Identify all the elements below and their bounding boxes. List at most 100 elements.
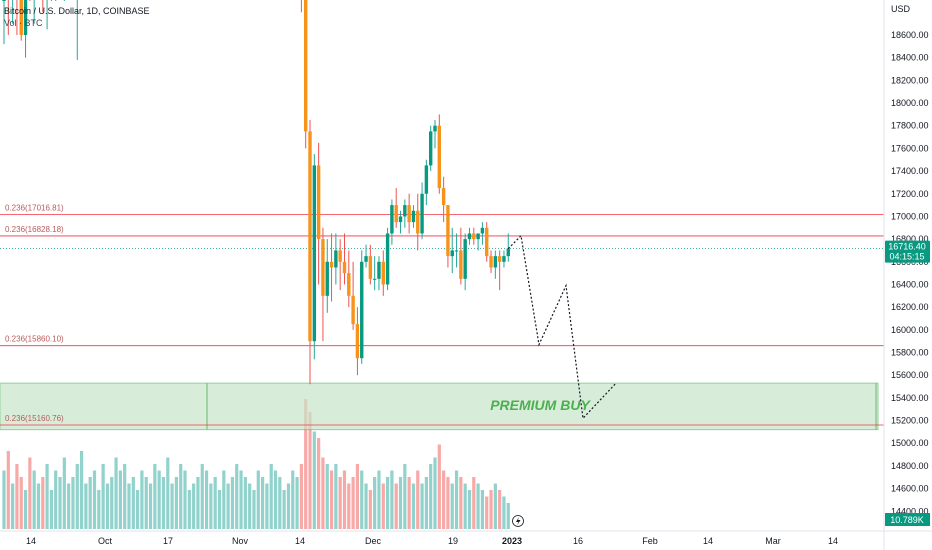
lightning-glyph-icon [516, 517, 521, 526]
volume-bar [286, 483, 291, 529]
volume-bar [411, 483, 416, 529]
volume-bar [446, 477, 450, 529]
x-tick-label: 2023 [502, 536, 522, 546]
candle-body [424, 165, 429, 194]
candle-body [433, 125, 437, 132]
fib-label: 0.236(15860.10) [5, 335, 64, 344]
y-tick-label: 18600.00 [891, 30, 929, 40]
candle-body [368, 256, 373, 279]
volume-bar [118, 470, 122, 529]
candle-body [2, 0, 6, 1]
fib-label: 0.236(17016.81) [5, 204, 64, 213]
volume-bar [329, 470, 334, 529]
volume-bar [196, 477, 200, 529]
candle-body [385, 233, 390, 285]
volume-bar [472, 477, 476, 529]
candle-body [355, 324, 360, 359]
volume-bar [183, 470, 187, 529]
volume-bar [506, 503, 510, 529]
premium-buy-zone[interactable] [0, 382, 879, 431]
volume-bar [187, 490, 191, 529]
volume-bar [131, 477, 135, 529]
y-tick-label: 16800.00 [891, 234, 929, 244]
volume-bar [67, 483, 71, 529]
candle-body [506, 248, 510, 257]
volume-bar [312, 431, 316, 529]
candle-body [420, 193, 424, 234]
volume-bar [239, 470, 243, 529]
volume-bar [101, 464, 105, 529]
volume-bar [295, 477, 299, 529]
volume-bar [334, 464, 338, 529]
volume-bar [282, 490, 286, 529]
volume-bar [261, 477, 265, 529]
volume-bar [243, 477, 247, 529]
volume-bar [49, 490, 54, 529]
x-tick-label: 16 [573, 536, 583, 546]
volume-bar [450, 483, 454, 529]
candle-body [329, 261, 334, 268]
candle-body [23, 0, 28, 35]
y-tick-label: 17400.00 [891, 166, 929, 176]
volume-bar [235, 464, 239, 529]
volume-bar [403, 464, 407, 529]
y-tick-label: 14400.00 [891, 506, 929, 516]
y-tick-label: 18200.00 [891, 75, 929, 85]
volume-bar [321, 457, 325, 529]
volume-bar [463, 483, 467, 529]
volume-bar [23, 490, 28, 529]
volume-bar [79, 451, 84, 529]
candle-body [416, 210, 420, 234]
current-price-label: 16716.40 [888, 242, 926, 252]
volume-bar [442, 470, 446, 529]
candle-body [347, 273, 351, 296]
y-tick-label: 18000.00 [891, 98, 929, 108]
candle-body [450, 250, 454, 257]
volume-bar [92, 470, 97, 529]
candle-body [476, 233, 480, 240]
candle-body [325, 261, 329, 296]
volume-bar [498, 490, 502, 529]
candle-body [446, 205, 450, 257]
candle-body [463, 239, 467, 279]
x-tick-label: Oct [98, 536, 113, 546]
volume-bar [19, 477, 23, 529]
countdown-label: 04:15:15 [889, 252, 924, 262]
volume-bar [161, 477, 166, 529]
y-tick-label: 15800.00 [891, 348, 929, 358]
volume-bar [84, 483, 88, 529]
fib-label: 0.236(16828.18) [5, 225, 64, 234]
volume-bar [304, 399, 308, 529]
volume-bar [420, 483, 424, 529]
volume-bar [45, 464, 49, 529]
candle-body [338, 250, 342, 262]
y-tick-label: 17000.00 [891, 211, 929, 221]
volume-bar [485, 496, 489, 529]
volume-bar [204, 470, 209, 529]
volume-bar [144, 477, 148, 529]
projection-path[interactable] [507, 234, 617, 420]
volume-bar [6, 451, 10, 529]
volume-bar [213, 477, 217, 529]
volume-bar [75, 464, 79, 529]
candle-body [489, 256, 493, 268]
volume-bar [157, 470, 161, 529]
volume-bar [140, 470, 144, 529]
candle-body [493, 256, 498, 268]
y-tick-label: 17600.00 [891, 143, 929, 153]
volume-bar [54, 470, 58, 529]
symbol-title: Bitcoin / U.S. Dollar, 1D, COINBASE [4, 6, 150, 16]
volume-bar [424, 477, 428, 529]
y-tick-label: 15400.00 [891, 393, 929, 403]
volume-bar [347, 483, 351, 529]
volume-bar [36, 483, 41, 529]
candle-body [403, 205, 407, 217]
candle-body [459, 250, 463, 279]
candle-body [321, 239, 325, 296]
volume-bar [338, 477, 342, 529]
volume-bar [123, 464, 127, 529]
candle-body [472, 233, 476, 240]
candle-body [342, 261, 347, 274]
